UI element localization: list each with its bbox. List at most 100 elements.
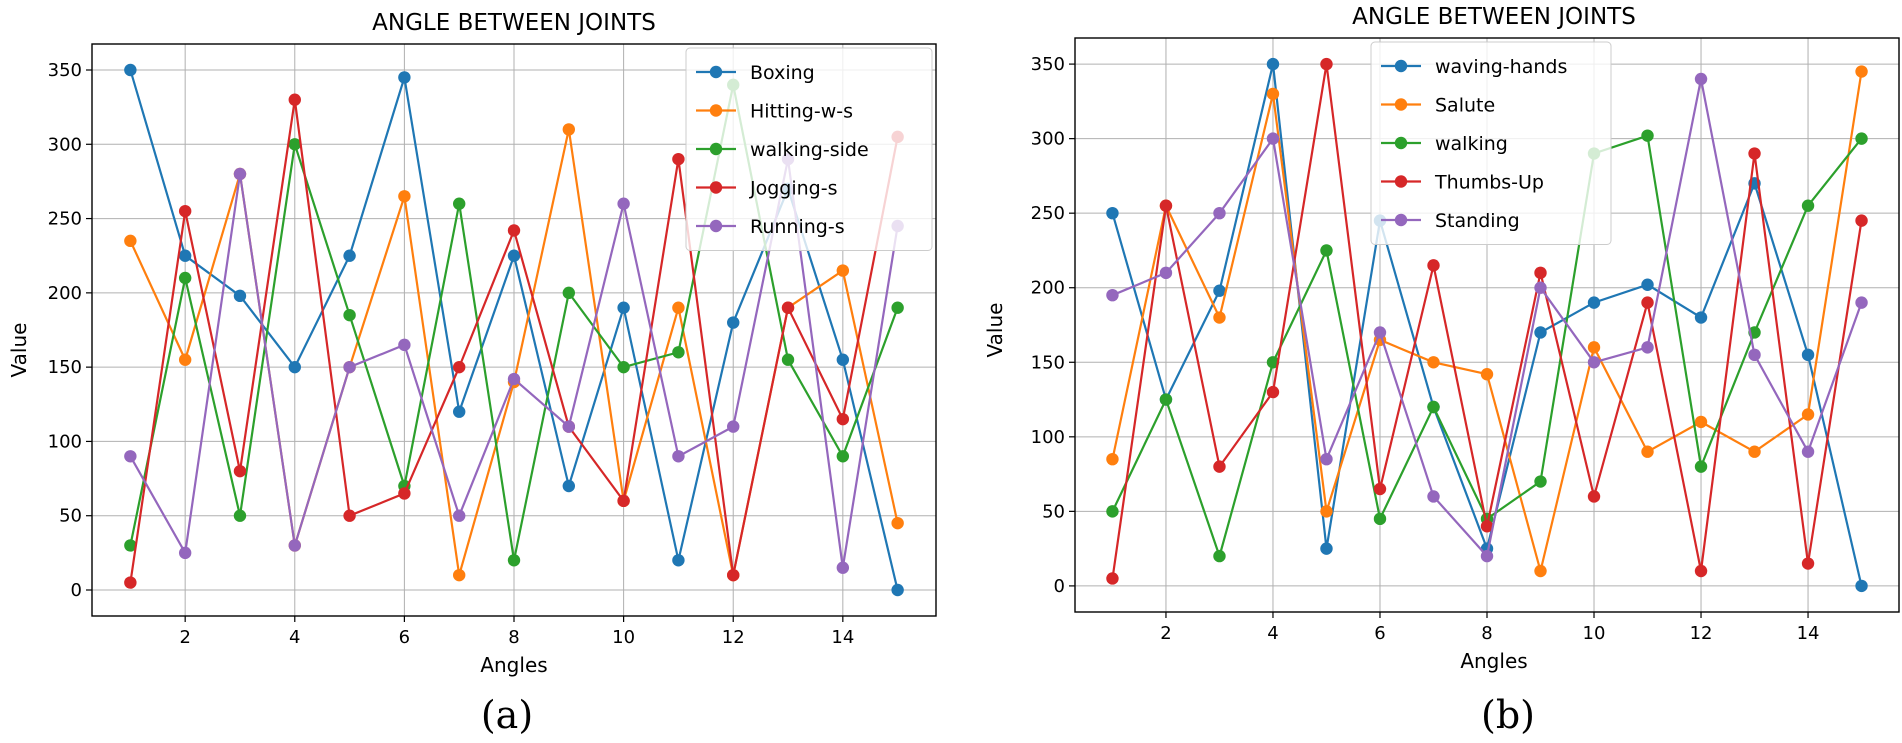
chart-b-legend-box xyxy=(1370,41,1612,245)
chart-a-data-point-hitting-w-s xyxy=(452,568,466,582)
chart-a-data-point-running-s xyxy=(398,338,411,352)
chart-b-data-point-salute xyxy=(1320,505,1333,518)
chart-b-data-point-salute xyxy=(1534,564,1547,578)
chart-a-y-tick-label: 50 xyxy=(59,506,82,527)
chart-a-x-tick-label: 10 xyxy=(612,627,635,648)
chart-a-data-point-boxing xyxy=(836,353,850,366)
chart-a-data-point-jogging-s xyxy=(727,568,740,582)
chart-b-data-point-standing xyxy=(1106,288,1119,302)
chart-a-legend: Boxing Hitting-w-s walking-side Jogging-s Ru… xyxy=(685,47,933,251)
chart-b-data-point-salute xyxy=(1801,408,1815,421)
chart-b-data-point-standing xyxy=(1320,452,1333,466)
chart-a-x-tick-label: 8 xyxy=(508,627,519,648)
chart-b-x-tick-label: 4 xyxy=(1267,623,1278,644)
chart-b-data-point-waving-hands xyxy=(1534,326,1547,339)
chart-a-data-point-jogging-s xyxy=(178,204,192,218)
chart-b-x-tick-label: 6 xyxy=(1374,623,1385,644)
chart-a-legend-label-hitting-w-s: Hitting-w-s xyxy=(750,101,853,123)
chart-a-data-point-boxing xyxy=(178,249,192,262)
chart-a-x-tick-label: 4 xyxy=(289,627,300,648)
chart-b-data-point-walking xyxy=(1266,356,1280,369)
chart-b-data-point-walking xyxy=(1159,393,1173,406)
chart-b-x-axis-label: Angles xyxy=(1460,649,1527,673)
chart-b-data-point-walking xyxy=(1801,199,1815,212)
chart-a-data-point-boxing xyxy=(452,405,466,418)
chart-a-data-point-jogging-s xyxy=(452,360,466,374)
chart-a-data-point-running-s xyxy=(562,420,576,433)
chart-b-y-tick-label: 150 xyxy=(1031,352,1065,373)
chart-a-data-point-jogging-s xyxy=(398,487,411,500)
chart-b-data-point-waving-hands xyxy=(1587,296,1601,309)
chart-b-data-point-salute xyxy=(1106,452,1119,466)
chart-b-data-point-salute xyxy=(1266,87,1280,101)
chart-a-data-point-walking-side xyxy=(452,197,466,210)
chart-b-caption: (b) xyxy=(1481,693,1535,737)
chart-b-data-point-walking xyxy=(1855,132,1868,145)
chart-a-data-point-boxing xyxy=(562,479,576,493)
chart-b-x-tick-label: 14 xyxy=(1797,623,1820,644)
chart-b-y-tick-label: 200 xyxy=(1031,278,1065,299)
chart-b-y-tick-label: 0 xyxy=(1054,576,1065,597)
chart-b-data-point-standing xyxy=(1373,326,1387,339)
chart-b-data-point-salute xyxy=(1855,65,1868,78)
chart-b-data-point-standing xyxy=(1855,296,1868,309)
chart-b-data-point-salute xyxy=(1213,311,1226,324)
chart-a-legend-label-walking-side: walking-side xyxy=(750,139,869,161)
chart-b-data-point-thumbs-up xyxy=(1373,482,1387,496)
chart-a-y-ticks: 0 50 100 150 200 250 300 350 xyxy=(48,60,92,601)
chart-a-data-point-jogging-s xyxy=(781,301,795,314)
chart-b-x-tick-label: 12 xyxy=(1690,623,1713,644)
chart-b-data-point-thumbs-up xyxy=(1213,460,1226,473)
chart-b-data-point-waving-hands xyxy=(1694,311,1708,324)
chart-b-data-point-salute xyxy=(1694,415,1708,429)
chart-a-legend-label-jogging-s: Jogging-s xyxy=(749,178,838,200)
chart-b-legend-label-salute: Salute xyxy=(1435,95,1495,117)
chart-b-data-point-thumbs-up xyxy=(1587,490,1601,503)
chart-a-data-point-boxing xyxy=(727,316,740,329)
chart-b-x-ticks: 2 4 6 8 10 12 14 xyxy=(1160,612,1819,644)
chart-b-y-tick-label: 100 xyxy=(1031,427,1065,448)
chart-a-data-point-boxing xyxy=(124,63,137,77)
chart-a-data-point-jogging-s xyxy=(124,576,137,589)
chart-b-data-point-walking xyxy=(1213,549,1226,563)
chart-a-data-point-walking-side xyxy=(891,301,904,314)
chart-b-data-point-thumbs-up xyxy=(1694,564,1708,578)
chart-a-data-point-hitting-w-s xyxy=(562,123,576,136)
chart-b-data-point-waving-hands xyxy=(1320,542,1333,555)
chart-b-legend-marker-waving-hands xyxy=(1394,59,1408,73)
chart-b-data-point-walking xyxy=(1694,460,1708,473)
chart-a-data-point-running-s xyxy=(343,360,356,374)
chart-b-data-point-standing xyxy=(1694,72,1708,86)
chart-a-legend-marker-walking-side xyxy=(709,142,723,156)
chart-a-data-point-walking-side xyxy=(562,286,576,300)
chart-a-x-tick-label: 2 xyxy=(179,627,190,648)
chart-b-legend-marker-salute xyxy=(1394,98,1408,111)
chart-a-data-point-running-s xyxy=(672,450,685,463)
chart-a-data-point-boxing xyxy=(672,554,685,567)
chart-b-data-point-thumbs-up xyxy=(1534,266,1547,280)
chart-b-data-point-waving-hands xyxy=(1855,579,1868,593)
chart-b-data-point-thumbs-up xyxy=(1427,259,1440,272)
chart-a-data-point-hitting-w-s xyxy=(891,516,904,530)
chart-b-data-point-salute xyxy=(1427,356,1440,369)
chart-b-y-tick-label: 350 xyxy=(1031,54,1065,75)
chart-a-data-point-walking-side xyxy=(178,271,192,285)
chart-b-x-tick-label: 8 xyxy=(1481,623,1492,644)
chart-a-data-point-jogging-s xyxy=(836,412,850,426)
chart-a-data-point-boxing xyxy=(507,249,521,262)
chart-a-x-tick-label: 14 xyxy=(831,627,854,648)
chart-b-legend-label-standing: Standing xyxy=(1435,210,1520,232)
chart-a-data-point-jogging-s xyxy=(672,152,685,166)
chart-a-x-ticks: 2 4 6 8 10 12 14 xyxy=(179,616,854,648)
chart-a-legend-box xyxy=(685,47,933,251)
chart-a-data-point-running-s xyxy=(617,197,630,210)
chart-b-data-point-standing xyxy=(1159,266,1173,280)
chart-b-legend: waving-hands Salute walking Thumbs-Up Standi… xyxy=(1370,41,1612,245)
chart-b-data-point-salute xyxy=(1748,445,1761,458)
chart-b-legend-label-walking: walking xyxy=(1435,133,1508,155)
chart-b-x-tick-label: 10 xyxy=(1583,623,1606,644)
chart-b-data-point-walking xyxy=(1106,505,1119,518)
chart-a-data-point-boxing xyxy=(891,583,904,597)
chart-b-data-point-waving-hands xyxy=(1801,348,1815,362)
chart-a-legend-label-running-s: Running-s xyxy=(750,216,845,238)
